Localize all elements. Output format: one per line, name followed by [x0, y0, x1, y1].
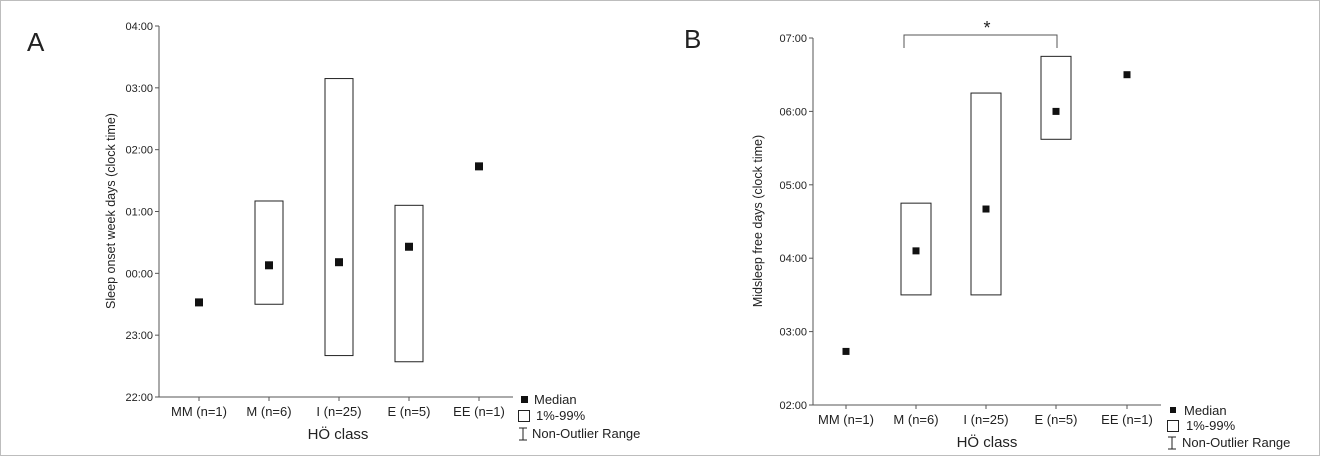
significance-label: *: [983, 18, 990, 38]
a-y-tick-label: 03:00: [125, 83, 153, 95]
legend-b-range-marker: [1167, 420, 1179, 432]
a-x-tick-label: M (n=6): [246, 404, 291, 419]
b-y-tick-label: 06:00: [779, 106, 807, 118]
a-range-box: [394, 204, 424, 363]
b-x-tick-label: E (n=5): [1035, 412, 1078, 427]
a-y-tick-label: 02:00: [125, 145, 153, 157]
panel-b-letter: B: [684, 24, 701, 54]
legend-b-median: Median: [1184, 403, 1227, 418]
a-median-point: [475, 162, 483, 171]
panel-a-y-ticks: 22:00 23:00 00:00 01:00 02:00 03:00 04:00: [125, 21, 159, 404]
a-range-box: [324, 78, 354, 357]
legend-a-median: Median: [534, 392, 577, 407]
panel-b-x-axis-label: HÖ class: [957, 433, 1018, 451]
b-range-box: [1040, 55, 1072, 140]
a-range-box: [254, 200, 284, 305]
b-y-tick-label: 05:00: [779, 180, 807, 192]
significance-bracket: [903, 34, 1058, 48]
panel-b-marks: [842, 55, 1131, 355]
legend-a-range-marker: [518, 410, 530, 422]
b-range-box: [970, 92, 1002, 296]
a-y-tick-label: 22:00: [125, 392, 153, 404]
b-median-point: [1123, 71, 1131, 79]
legend-b-median-marker: [1170, 407, 1176, 413]
panel-b-y-axis-label: Midsleep free days (clock time): [751, 135, 765, 307]
panel-a-letter: A: [27, 27, 45, 57]
panel-b-x-ticks: MM (n=1) M (n=6) I (n=25) E (n=5) EE (n=1): [818, 405, 1153, 427]
a-x-tick-label: EE (n=1): [453, 404, 505, 419]
legend-a-range: 1%-99%: [536, 408, 586, 423]
panel-b-legend: Median 1%-99% Non-Outlier Range: [1167, 403, 1290, 450]
a-y-tick-label: 04:00: [125, 21, 153, 33]
panel-b: B Midsleep free days (clock time) HÖ cla…: [684, 18, 1290, 451]
b-median-point: [912, 247, 920, 255]
b-x-tick-label: M (n=6): [893, 412, 938, 427]
legend-a-non-outlier: Non-Outlier Range: [532, 426, 640, 441]
b-median-point: [982, 205, 990, 213]
b-median-point: [842, 347, 850, 355]
a-median-point: [265, 261, 273, 270]
b-x-tick-label: I (n=25): [963, 412, 1008, 427]
b-y-tick-label: 03:00: [779, 327, 807, 339]
a-y-tick-label: 00:00: [125, 268, 153, 280]
a-y-tick-label: 23:00: [125, 330, 153, 342]
panel-a-x-ticks: MM (n=1) M (n=6) I (n=25) E (n=5) EE (n=1): [171, 397, 505, 419]
b-y-tick-label: 07:00: [779, 33, 807, 45]
b-median-point: [1052, 107, 1060, 115]
b-range-box: [900, 202, 932, 296]
legend-b-range: 1%-99%: [1186, 418, 1236, 433]
a-x-tick-label: I (n=25): [316, 404, 361, 419]
panel-a-legend: Median 1%-99% Non-Outlier Range: [518, 392, 640, 441]
b-y-tick-label: 02:00: [779, 400, 807, 412]
panel-b-y-ticks: 02:00 03:00 04:00 05:00 06:00 07:00: [779, 33, 813, 412]
panel-a: A Sleep onset week days (clock time) HÖ …: [27, 21, 640, 443]
panel-a-y-axis-label: Sleep onset week days (clock time): [104, 113, 118, 309]
b-y-tick-label: 04:00: [779, 253, 807, 265]
b-x-tick-label: EE (n=1): [1101, 412, 1153, 427]
panel-a-x-axis-label: HÖ class: [308, 425, 369, 443]
legend-a-median-marker: [521, 396, 528, 403]
legend-a-whisker-marker: [519, 427, 527, 441]
a-x-tick-label: E (n=5): [388, 404, 431, 419]
b-x-tick-label: MM (n=1): [818, 412, 874, 427]
a-x-tick-label: MM (n=1): [171, 404, 227, 419]
a-y-tick-label: 01:00: [125, 207, 153, 219]
a-median-point: [195, 298, 203, 307]
legend-b-non-outlier: Non-Outlier Range: [1182, 435, 1290, 450]
legend-b-whisker-marker: [1168, 436, 1176, 450]
a-median-point: [405, 242, 413, 251]
panel-a-marks: [195, 78, 483, 363]
a-median-point: [335, 258, 343, 267]
